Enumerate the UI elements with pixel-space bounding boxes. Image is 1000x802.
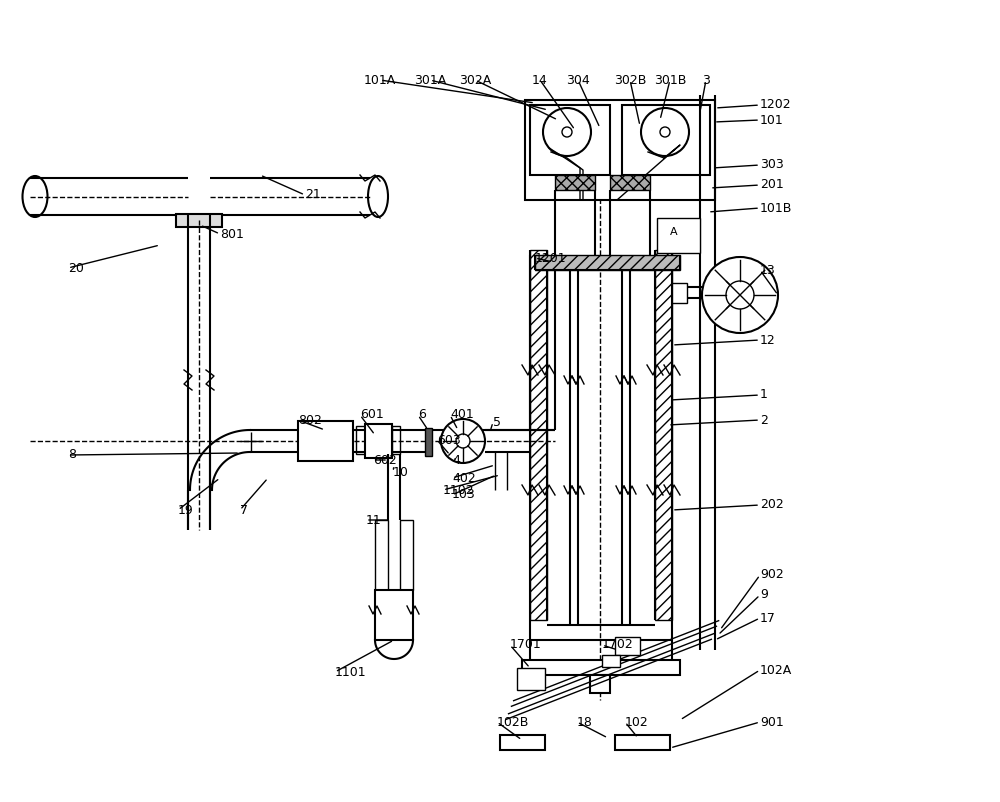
Text: 9: 9 <box>760 589 768 602</box>
Text: 301A: 301A <box>414 74 446 87</box>
Bar <box>375 590 413 640</box>
Circle shape <box>726 281 754 309</box>
Circle shape <box>562 127 572 137</box>
Bar <box>615 735 670 750</box>
Circle shape <box>456 434 470 448</box>
Ellipse shape <box>368 176 388 217</box>
Text: 603: 603 <box>437 434 461 447</box>
Bar <box>530 105 610 175</box>
Text: 602: 602 <box>373 453 397 467</box>
Text: 21: 21 <box>305 188 321 201</box>
Text: A: A <box>670 227 678 237</box>
Bar <box>535 255 680 270</box>
Bar <box>365 424 392 458</box>
Circle shape <box>543 108 591 156</box>
Circle shape <box>441 419 485 463</box>
Text: 13: 13 <box>760 264 776 277</box>
Bar <box>615 637 640 655</box>
Bar <box>622 105 710 175</box>
Text: 102A: 102A <box>760 663 792 677</box>
Text: 20: 20 <box>68 261 84 274</box>
Text: 902: 902 <box>760 569 784 581</box>
Text: 1202: 1202 <box>760 99 792 111</box>
Text: 802: 802 <box>298 414 322 427</box>
Bar <box>298 421 353 461</box>
Bar <box>602 655 620 667</box>
Text: 101A: 101A <box>364 74 396 87</box>
Text: 302B: 302B <box>614 74 646 87</box>
Circle shape <box>660 127 670 137</box>
Bar <box>672 283 687 303</box>
Text: 202: 202 <box>760 499 784 512</box>
Text: 304: 304 <box>566 74 590 87</box>
Text: 10: 10 <box>393 465 409 479</box>
Text: 7: 7 <box>240 504 248 516</box>
Bar <box>590 675 610 693</box>
Text: 201: 201 <box>760 179 784 192</box>
Text: 12: 12 <box>760 334 776 346</box>
Text: 19: 19 <box>178 504 194 516</box>
Text: 3: 3 <box>702 74 710 87</box>
Text: 601: 601 <box>360 408 384 422</box>
Text: 17: 17 <box>760 611 776 625</box>
Text: 402: 402 <box>452 472 476 484</box>
Text: 101B: 101B <box>760 201 792 214</box>
Bar <box>655 250 672 620</box>
Polygon shape <box>400 520 413 590</box>
Text: 102B: 102B <box>497 715 529 728</box>
Bar <box>525 100 715 200</box>
Bar <box>176 214 222 227</box>
Circle shape <box>641 108 689 156</box>
Ellipse shape <box>22 176 48 217</box>
Bar <box>555 175 595 190</box>
Text: 101: 101 <box>760 114 784 127</box>
Text: 303: 303 <box>760 159 784 172</box>
Text: 6: 6 <box>418 408 426 422</box>
Text: 1701: 1701 <box>510 638 542 651</box>
Bar <box>657 218 700 253</box>
Bar <box>530 250 547 620</box>
Text: 901: 901 <box>760 715 784 728</box>
Text: 2: 2 <box>760 414 768 427</box>
Polygon shape <box>375 520 388 590</box>
Text: 1201: 1201 <box>535 252 567 265</box>
Text: 1: 1 <box>760 388 768 402</box>
Text: 801: 801 <box>220 228 244 241</box>
Bar <box>425 428 432 456</box>
Bar <box>517 668 545 690</box>
Text: 1702: 1702 <box>602 638 634 651</box>
Text: 1102: 1102 <box>443 484 475 496</box>
Text: 14: 14 <box>532 74 548 87</box>
Circle shape <box>702 257 778 333</box>
Text: 401: 401 <box>450 408 474 422</box>
Text: 11: 11 <box>366 513 382 526</box>
Text: 1101: 1101 <box>335 666 367 678</box>
Bar <box>500 735 545 750</box>
Text: 103: 103 <box>452 488 476 501</box>
Polygon shape <box>392 426 400 454</box>
Text: 301B: 301B <box>654 74 686 87</box>
Text: 302A: 302A <box>459 74 491 87</box>
Text: 4: 4 <box>452 453 460 467</box>
Bar <box>610 175 650 190</box>
Text: 18: 18 <box>577 715 593 728</box>
Text: 8: 8 <box>68 448 76 461</box>
Text: 102: 102 <box>625 715 649 728</box>
Polygon shape <box>356 426 365 454</box>
Bar <box>522 660 680 675</box>
Text: 5: 5 <box>493 415 501 428</box>
